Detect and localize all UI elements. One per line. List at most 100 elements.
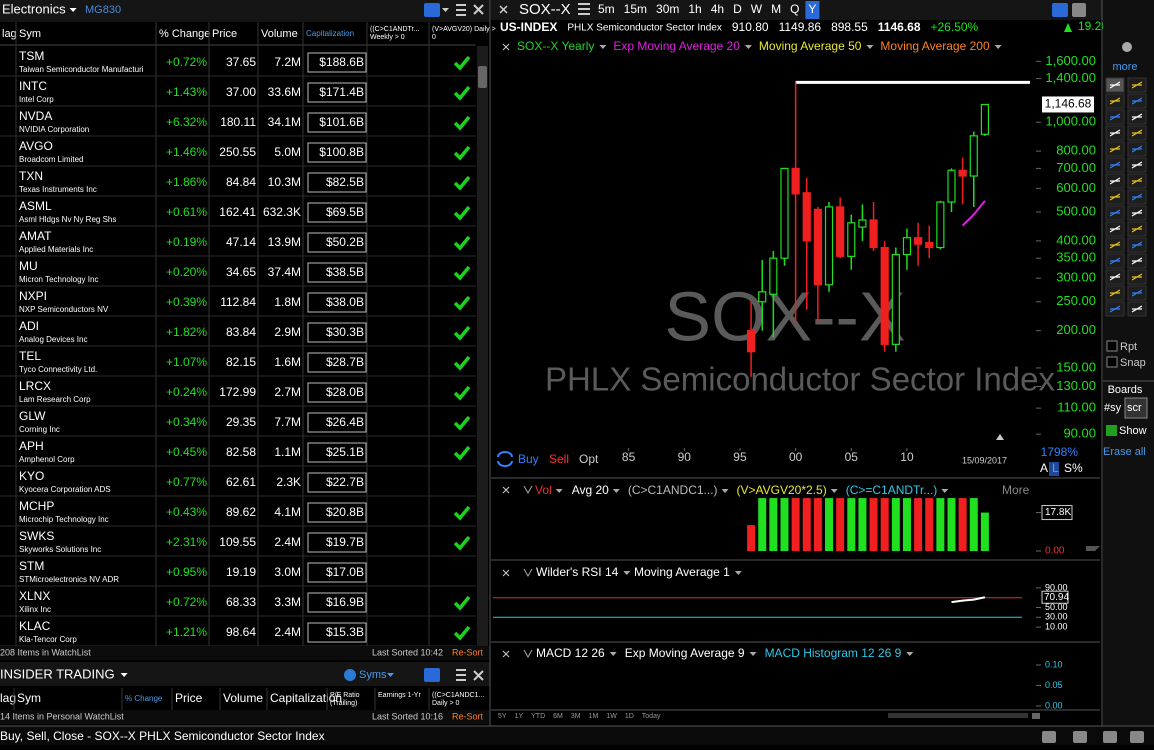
legend-item[interactable]: Moving Average 50	[759, 39, 862, 53]
legend-item[interactable]: Exp Moving Average 20	[613, 39, 740, 53]
period-button[interactable]: 1D	[625, 713, 634, 720]
show-option[interactable]: Show	[1119, 425, 1147, 437]
column-header[interactable]: Volume	[261, 28, 298, 40]
dropdown-arrow	[734, 571, 742, 575]
watchlist-title[interactable]: Electronics	[2, 1, 66, 16]
re-sort-button[interactable]: Re-Sort	[452, 647, 484, 657]
period-button[interactable]: 3M	[571, 713, 581, 720]
erase-all-button[interactable]: Erase all	[1103, 446, 1146, 458]
legend-item[interactable]: (C>C1ANDC1...)	[628, 483, 718, 497]
period-button[interactable]: 1M	[589, 713, 599, 720]
symbol[interactable]: MCHP	[19, 499, 54, 513]
more-tools[interactable]: more	[1112, 61, 1137, 73]
legend-item[interactable]: (V>AVGV20*2.5)	[737, 483, 827, 497]
pane-title[interactable]: Wilder's RSI 14	[536, 565, 619, 579]
legend-item[interactable]: Avg 20	[572, 483, 609, 497]
trade-button[interactable]: Sell	[549, 452, 569, 466]
symbol[interactable]: XLNX	[19, 589, 50, 603]
symbol[interactable]: NXPI	[19, 289, 47, 303]
symbol[interactable]: KLAC	[19, 619, 51, 633]
snap-option[interactable]: Snap	[1120, 357, 1146, 369]
symbol[interactable]: KYO	[19, 469, 44, 483]
trade-button[interactable]: Opt	[579, 452, 599, 466]
column-header[interactable]: Sym	[19, 28, 41, 40]
x-tick-label: 90	[678, 450, 692, 464]
symbol[interactable]: APH	[19, 439, 44, 453]
trade-button[interactable]: Buy	[518, 452, 539, 466]
period-button[interactable]: Today	[642, 713, 661, 720]
rpt-option[interactable]: Rpt	[1120, 341, 1137, 353]
timeframe-button[interactable]: 1h	[688, 2, 701, 16]
symbol[interactable]: LRCX	[19, 379, 51, 393]
syms-button[interactable]: Syms	[359, 669, 387, 681]
timeframe-button[interactable]: 4h	[711, 2, 724, 16]
symbol[interactable]: TEL	[19, 349, 41, 363]
symbol[interactable]: AVGO	[19, 139, 53, 153]
check-icon	[453, 235, 471, 251]
symbol[interactable]: SWKS	[19, 529, 54, 543]
more-button[interactable]: More	[1002, 483, 1030, 497]
symbol[interactable]: GLW	[19, 409, 46, 423]
timeframe-button[interactable]: D	[733, 2, 742, 16]
pane-title[interactable]: Vol	[535, 483, 552, 497]
symbol[interactable]: TXN	[19, 169, 43, 183]
symbol[interactable]: TSM	[19, 49, 44, 63]
timeframe-button[interactable]: 15m	[624, 2, 647, 16]
cap-box	[307, 112, 367, 133]
column-header[interactable]: Capitalization	[306, 29, 354, 38]
dropdown-arrow	[442, 8, 449, 12]
column-header[interactable]: lag	[0, 691, 16, 705]
volume-bar	[791, 498, 800, 551]
scale-button[interactable]: S%	[1064, 461, 1083, 475]
legend-item[interactable]: MACD Histogram 12 26 9	[765, 646, 902, 660]
period-button[interactable]: 5Y	[498, 713, 507, 720]
symbol[interactable]: ADI	[19, 319, 39, 333]
legend-item[interactable]: Moving Average 1	[634, 565, 730, 579]
close-icon	[502, 569, 510, 577]
insider-title[interactable]: INSIDER TRADING	[0, 666, 115, 681]
symbol[interactable]: NVDA	[19, 109, 52, 123]
timeframe-button[interactable]: M	[771, 2, 781, 16]
pane-title[interactable]: MACD 12 26	[536, 646, 605, 660]
boards-tab[interactable]: #sy	[1104, 402, 1122, 414]
period-button[interactable]: 1Y	[515, 713, 524, 720]
column-header[interactable]: % Change	[125, 694, 163, 703]
legend-item[interactable]: Exp Moving Average 9	[625, 646, 745, 660]
candle-body	[824, 206, 834, 286]
boards-tab[interactable]: scr	[1127, 402, 1142, 414]
symbol[interactable]: MU	[19, 259, 38, 273]
period-button[interactable]: 6M	[553, 713, 563, 720]
timeframe-button[interactable]: 5m	[598, 2, 615, 16]
legend-item[interactable]: SOX--X Yearly	[517, 39, 594, 53]
column-header[interactable]: Volume	[223, 691, 263, 705]
legend-item[interactable]: (C>=C1ANDTr...)	[846, 483, 938, 497]
company-name: Microchip Technology Inc	[19, 515, 109, 524]
column-header[interactable]: Price	[212, 28, 237, 40]
tool-icon	[1109, 81, 1121, 89]
timeframe-button[interactable]: W	[751, 2, 763, 16]
column-header[interactable]: Capitalization	[270, 691, 342, 705]
timeframe-button[interactable]: Q	[790, 2, 799, 16]
column-header[interactable]: lag	[2, 28, 17, 40]
period-button[interactable]: 1W	[606, 713, 617, 720]
tool-icon	[1131, 257, 1143, 265]
legend-item[interactable]: Moving Average 200	[880, 39, 990, 53]
timeframe-button[interactable]: Y	[808, 2, 816, 16]
symbol[interactable]: STM	[19, 559, 44, 573]
price: 19.19	[226, 565, 256, 579]
column-header[interactable]: Sym	[17, 691, 41, 705]
symbol[interactable]: AMAT	[19, 229, 52, 243]
symbol[interactable]: ASML	[19, 199, 52, 213]
re-sort-button[interactable]: Re-Sort	[452, 711, 484, 721]
scale-button[interactable]: A	[1040, 461, 1048, 475]
column-header[interactable]: % Change	[159, 28, 210, 40]
price: 62.61	[226, 475, 256, 489]
capitalization: $25.1B	[326, 445, 364, 459]
dropdown-arrow	[906, 652, 914, 656]
price: 180.11	[220, 115, 256, 129]
period-button[interactable]: YTD	[531, 713, 545, 720]
column-header[interactable]: Price	[175, 691, 203, 705]
chart-symbol[interactable]: SOX--X	[519, 1, 571, 18]
symbol[interactable]: INTC	[19, 79, 47, 93]
timeframe-button[interactable]: 30m	[656, 2, 679, 16]
